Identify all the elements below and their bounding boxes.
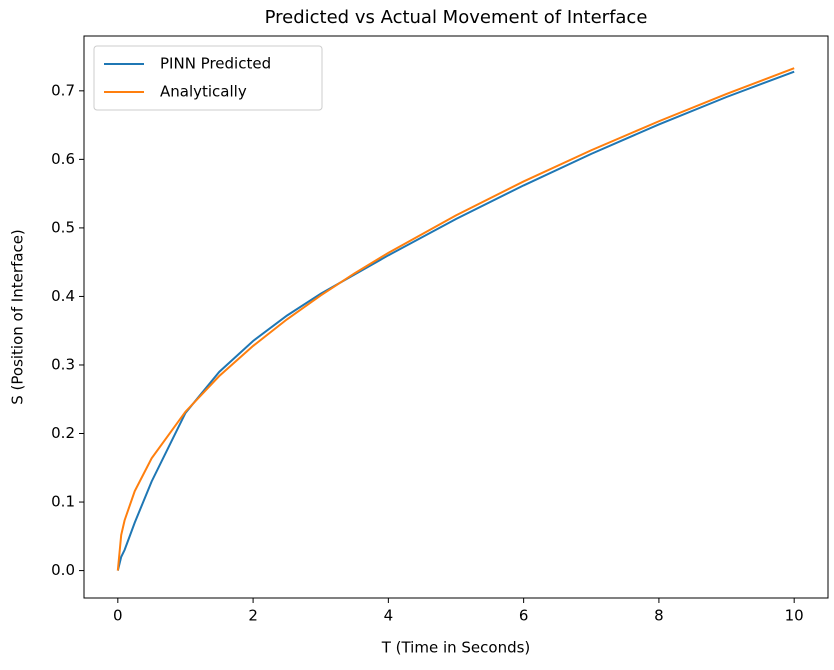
y-tick-label: 0.3: [51, 355, 75, 373]
plot-frame: [83, 35, 829, 599]
legend-label: Analytically: [160, 83, 247, 101]
x-tick-label: 0: [113, 607, 123, 625]
y-tick-label: 0.7: [51, 81, 75, 99]
x-tick-label: 8: [654, 607, 664, 625]
y-tick-label: 0.5: [51, 218, 75, 236]
y-tick-label: 0.6: [51, 150, 75, 168]
y-tick-label: 0.2: [51, 424, 75, 442]
x-tick-label: 2: [248, 607, 258, 625]
y-tick-label: 0.0: [51, 561, 75, 579]
legend-label: PINN Predicted: [160, 55, 271, 73]
chart-title: Predicted vs Actual Movement of Interfac…: [265, 7, 648, 28]
x-tick-label: 10: [785, 607, 804, 625]
y-axis-label: S (Position of Interface): [9, 229, 27, 405]
y-tick-label: 0.4: [51, 287, 75, 305]
x-tick-label: 6: [519, 607, 529, 625]
x-tick-label: 4: [384, 607, 394, 625]
line-series: [116, 67, 795, 571]
x-axis-label: T (Time in Seconds): [381, 639, 531, 657]
y-tick-label: 0.1: [51, 493, 75, 511]
legend-box: [93, 45, 323, 111]
line-series: [116, 70, 795, 571]
